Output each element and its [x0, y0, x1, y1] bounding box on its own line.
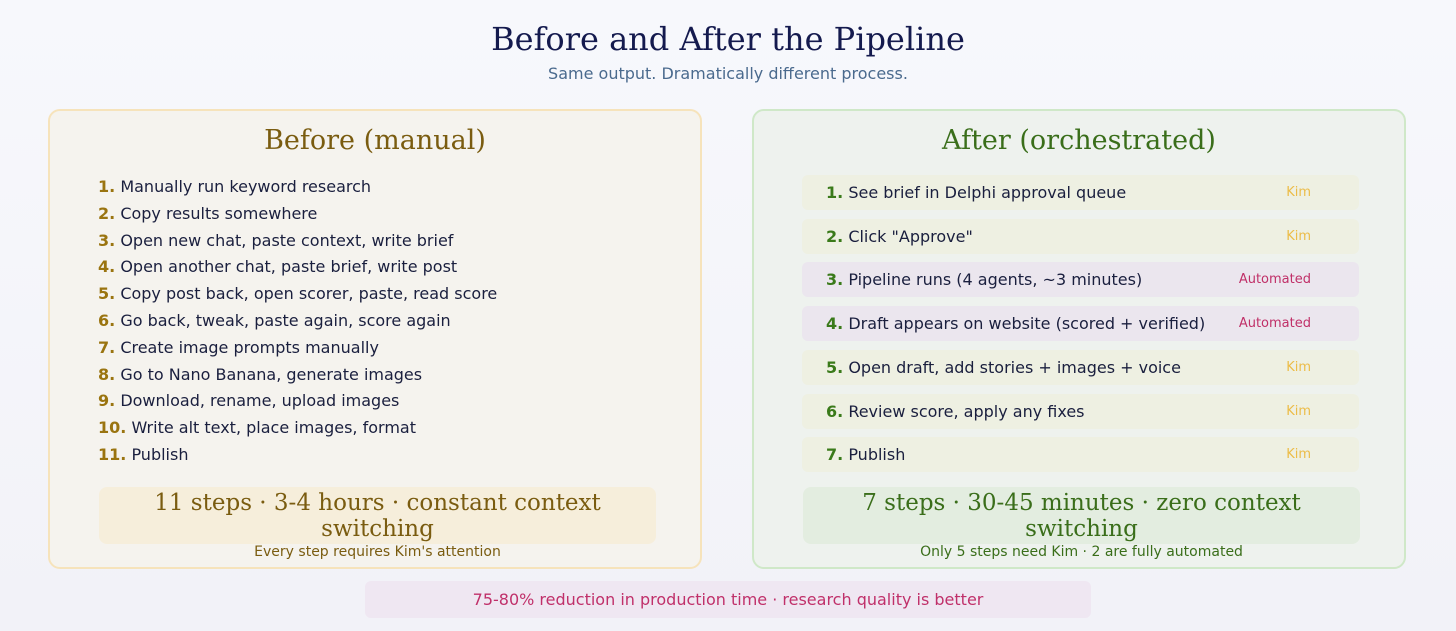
step-row: 1. See brief in Delphi approval queue Kim [802, 175, 1359, 210]
step-row: 4. Draft appears on website (scored + ve… [802, 306, 1359, 342]
step-owner: Automated [1238, 316, 1311, 332]
step-text: Write alt text, place images, format [131, 418, 416, 438]
step-number: 1. [826, 183, 844, 202]
step-text: Publish [131, 445, 189, 464]
step-owner: Kim [1286, 228, 1311, 244]
step: 3. Open new chat, paste context, write b… [98, 231, 453, 250]
step-row: 3. Pipeline runs (4 agents, ~3 minutes) A… [802, 262, 1359, 298]
step: 1. Manually run keyword research [98, 177, 371, 196]
step-number: 7. [98, 337, 116, 357]
step-text: Draft appears on website (scored + verif… [848, 314, 1206, 334]
step-row: 5. Open draft, add stories + images + vo… [802, 349, 1359, 385]
step: 11. Publish [98, 445, 188, 464]
step-number: 10. [98, 418, 127, 438]
step-owner: Kim [1286, 447, 1311, 463]
step-text: Open another chat, paste brief, write po… [120, 257, 458, 277]
summary: 11 steps · 3-4 hours · constant context … [99, 487, 656, 560]
step-text: Manually run keyword research [120, 177, 372, 196]
step-row: 2. Click "Approve" Kim [802, 218, 1359, 254]
title: Before and After the Pipeline [491, 20, 965, 58]
step-text: Review score, apply any fixes [848, 401, 1085, 421]
step-number: 6. [98, 311, 116, 330]
step-number: 7. [826, 445, 844, 465]
step-text: Download, rename, upload images [120, 391, 400, 411]
before-panel: Before (manual) 11 steps · 3-4 hours · c… [48, 109, 702, 569]
step-text: See brief in Delphi approval queue [848, 183, 1127, 202]
step-number: 6. [826, 401, 844, 421]
summary: 7 steps · 30-45 minutes · zero context s… [803, 487, 1360, 560]
step: 5. Open draft, add stories + images + vo… [826, 358, 1181, 377]
step-number: 2. [98, 203, 116, 223]
step-text: Pipeline runs (4 agents, ~3 minutes) [848, 270, 1143, 290]
step-row: 6. Review score, apply any fixes Kim [802, 393, 1359, 429]
step-number: 9. [98, 391, 116, 411]
step-number: 8. [98, 364, 116, 384]
step-number: 1. [98, 177, 116, 196]
step: 2. Copy results somewhere [98, 204, 317, 223]
step: 4. Draft appears on website (scored + ve… [826, 314, 1205, 333]
step-number: 4. [98, 257, 116, 277]
step: 1. See brief in Delphi approval queue [826, 183, 1126, 202]
footer-banner: 75-80% reduction in production time · re… [365, 581, 1091, 618]
step: 6. Review score, apply any fixes [826, 402, 1085, 421]
step-text: Open new chat, paste context, write brie… [120, 230, 454, 250]
step-text: Go to Nano Banana, generate images [120, 364, 423, 384]
step-text: Publish [848, 445, 906, 465]
subtitle: Same output. Dramatically different proc… [548, 64, 908, 83]
panel-title: After (orchestrated) [942, 125, 1216, 156]
step-text: Open draft, add stories + images + voice [848, 357, 1181, 377]
panel-title: Before (manual) [264, 125, 486, 156]
step-number: 5. [98, 284, 116, 304]
step: 2. Click "Approve" [826, 227, 973, 246]
step: 3. Pipeline runs (4 agents, ~3 minutes) [826, 270, 1142, 289]
step-number: 3. [826, 270, 844, 290]
step: 7. Publish [826, 445, 905, 464]
summary-note: Only 5 steps need Kim · 2 are fully auto… [920, 544, 1243, 560]
step: 4. Open another chat, paste brief, write… [98, 257, 457, 276]
step-row: 7. Publish Kim [802, 437, 1359, 473]
step-owner: Automated [1238, 272, 1311, 288]
step-owner: Kim [1286, 403, 1311, 419]
step-text: Click "Approve" [848, 226, 973, 246]
step-number: 5. [826, 357, 844, 377]
after-panel: After (orchestrated) 7 steps · 30-45 min… [752, 109, 1406, 569]
step: 6. Go back, tweak, paste again, score ag… [98, 311, 451, 330]
step-text: Create image prompts manually [120, 337, 379, 357]
step: 9. Download, rename, upload images [98, 391, 399, 410]
summary-note: Every step requires Kim's attention [254, 544, 501, 560]
step-text: Go back, tweak, paste again, score again [120, 311, 451, 330]
summary-title: 7 steps · 30-45 minutes · zero context s… [862, 490, 1301, 542]
step: 10. Write alt text, place images, format [98, 418, 416, 437]
step-text: Copy results somewhere [120, 203, 318, 223]
step-number: 4. [826, 314, 844, 334]
step-number: 3. [98, 230, 116, 250]
step-owner: Kim [1286, 359, 1311, 375]
step-text: Copy post back, open scorer, paste, read… [120, 284, 498, 304]
step-owner: Kim [1286, 185, 1311, 200]
step: 7. Create image prompts manually [98, 338, 379, 357]
step-number: 2. [826, 226, 844, 246]
step: 8. Go to Nano Banana, generate images [98, 365, 422, 384]
step: 5. Copy post back, open scorer, paste, r… [98, 284, 497, 303]
summary-title: 11 steps · 3-4 hours · constant context … [154, 490, 601, 542]
step-number: 11. [98, 445, 127, 464]
